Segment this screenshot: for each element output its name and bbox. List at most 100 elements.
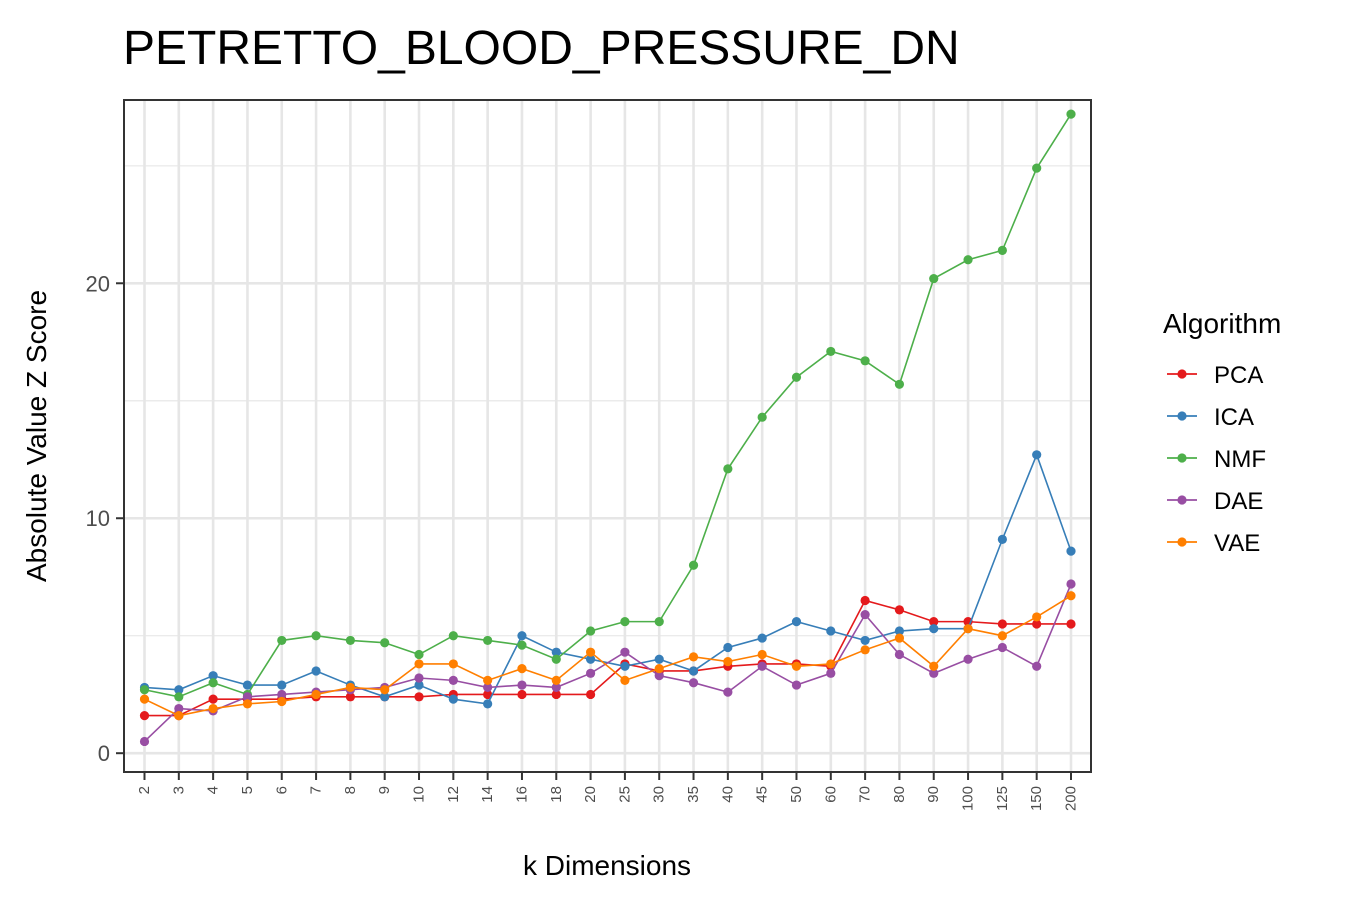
data-point-ica <box>654 654 664 664</box>
data-point-nmf <box>894 379 905 389</box>
x-tick-label: 40 <box>719 786 736 803</box>
legend-label: DAE <box>1214 488 1263 515</box>
data-point-ica <box>311 666 321 676</box>
data-point-ica <box>997 534 1007 544</box>
data-point-vae <box>208 703 218 714</box>
data-point-pca <box>414 692 424 702</box>
data-point-vae <box>551 675 561 685</box>
data-point-pca <box>997 619 1007 629</box>
data-point-dae <box>139 736 150 747</box>
data-point-dae <box>174 703 184 714</box>
data-point-vae <box>723 656 733 667</box>
data-point-ica <box>929 624 939 634</box>
data-point-dae <box>963 654 973 664</box>
data-point-pca <box>517 689 527 700</box>
x-tick-label: 35 <box>685 786 702 803</box>
data-point-ica <box>826 626 836 636</box>
data-point-pca <box>585 689 596 700</box>
data-point-vae <box>277 696 287 707</box>
series-line-nmf <box>144 113 1072 698</box>
data-point-nmf <box>963 255 973 265</box>
data-point-pca <box>345 692 355 702</box>
legend-label: PCA <box>1214 362 1263 389</box>
x-tick-label: 45 <box>754 786 771 803</box>
data-point-vae <box>620 675 630 685</box>
x-tick-label: 90 <box>925 786 942 803</box>
data-point-vae <box>483 675 493 685</box>
data-point-vae <box>757 649 767 660</box>
x-axis-title: k Dimensions <box>523 850 691 881</box>
data-point-dae <box>620 647 630 657</box>
data-point-ica <box>242 680 253 690</box>
data-point-nmf <box>654 617 664 627</box>
data-point-dae <box>826 668 836 678</box>
data-point-vae <box>963 624 973 634</box>
data-point-pca <box>208 694 218 704</box>
data-point-ica <box>414 680 424 690</box>
data-point-ica <box>894 626 905 636</box>
x-tick-label: 9 <box>376 786 393 794</box>
x-tick-label: 30 <box>651 786 668 803</box>
data-point-nmf <box>826 346 836 357</box>
data-point-vae <box>345 682 355 693</box>
x-tick-label: 70 <box>857 786 874 803</box>
x-tick-label: 125 <box>994 786 1011 811</box>
data-point-dae <box>997 642 1007 653</box>
data-point-vae <box>860 645 870 655</box>
data-point-vae <box>929 661 939 671</box>
data-point-vae <box>174 711 184 721</box>
grid <box>124 100 1091 772</box>
plot-panel-border <box>123 99 1092 773</box>
data-point-nmf <box>860 356 870 366</box>
data-point-ica <box>723 642 733 653</box>
x-tick-label: 6 <box>273 786 290 794</box>
data-point-vae <box>894 633 905 643</box>
data-point-nmf <box>929 273 939 284</box>
x-tick-label: 60 <box>822 786 839 803</box>
data-point-ica <box>208 671 218 681</box>
data-point-dae <box>414 673 424 683</box>
x-tick-label: 4 <box>205 786 222 794</box>
y-axis-title: Absolute Value Z Score <box>21 290 52 582</box>
data-point-nmf <box>757 412 767 422</box>
data-point-dae <box>723 687 733 697</box>
y-tick-label: 0 <box>98 741 110 766</box>
y-tick-label: 20 <box>86 271 110 296</box>
x-tick-label: 10 <box>411 786 428 803</box>
data-point-ica <box>585 654 596 664</box>
data-point-vae <box>448 659 458 669</box>
legend: Algorithm PCA ICA NMF DAE VAE <box>1163 308 1281 557</box>
data-point-dae <box>517 680 527 690</box>
x-tick-label: 80 <box>891 786 908 803</box>
data-point-dae <box>688 678 699 688</box>
data-point-nmf <box>1066 109 1076 119</box>
x-tick-label: 100 <box>960 786 977 811</box>
data-point-dae <box>757 661 767 671</box>
series-line-dae <box>143 583 1072 743</box>
data-point-ica <box>483 699 493 709</box>
legend-key-point <box>1177 453 1187 463</box>
data-point-pca <box>860 595 870 606</box>
x-tick-label: 18 <box>548 786 565 803</box>
x-tick-label: 5 <box>239 786 256 794</box>
data-point-pca <box>139 711 150 721</box>
data-point-dae <box>791 680 802 690</box>
data-point-ica <box>1032 450 1042 460</box>
data-point-ica <box>551 647 561 657</box>
data-point-pca <box>1066 619 1076 629</box>
data-point-nmf <box>448 631 458 641</box>
data-point-nmf <box>345 635 355 646</box>
legend-label: VAE <box>1214 530 1260 557</box>
data-point-vae <box>688 652 699 662</box>
data-point-nmf <box>483 635 493 646</box>
data-point-nmf <box>1032 163 1042 173</box>
data-point-ica <box>517 631 527 641</box>
data-point-nmf <box>791 372 802 382</box>
x-tick-label: 50 <box>788 786 805 803</box>
data-point-nmf <box>723 464 733 474</box>
data-point-vae <box>139 694 150 704</box>
data-point-ica <box>620 661 630 671</box>
